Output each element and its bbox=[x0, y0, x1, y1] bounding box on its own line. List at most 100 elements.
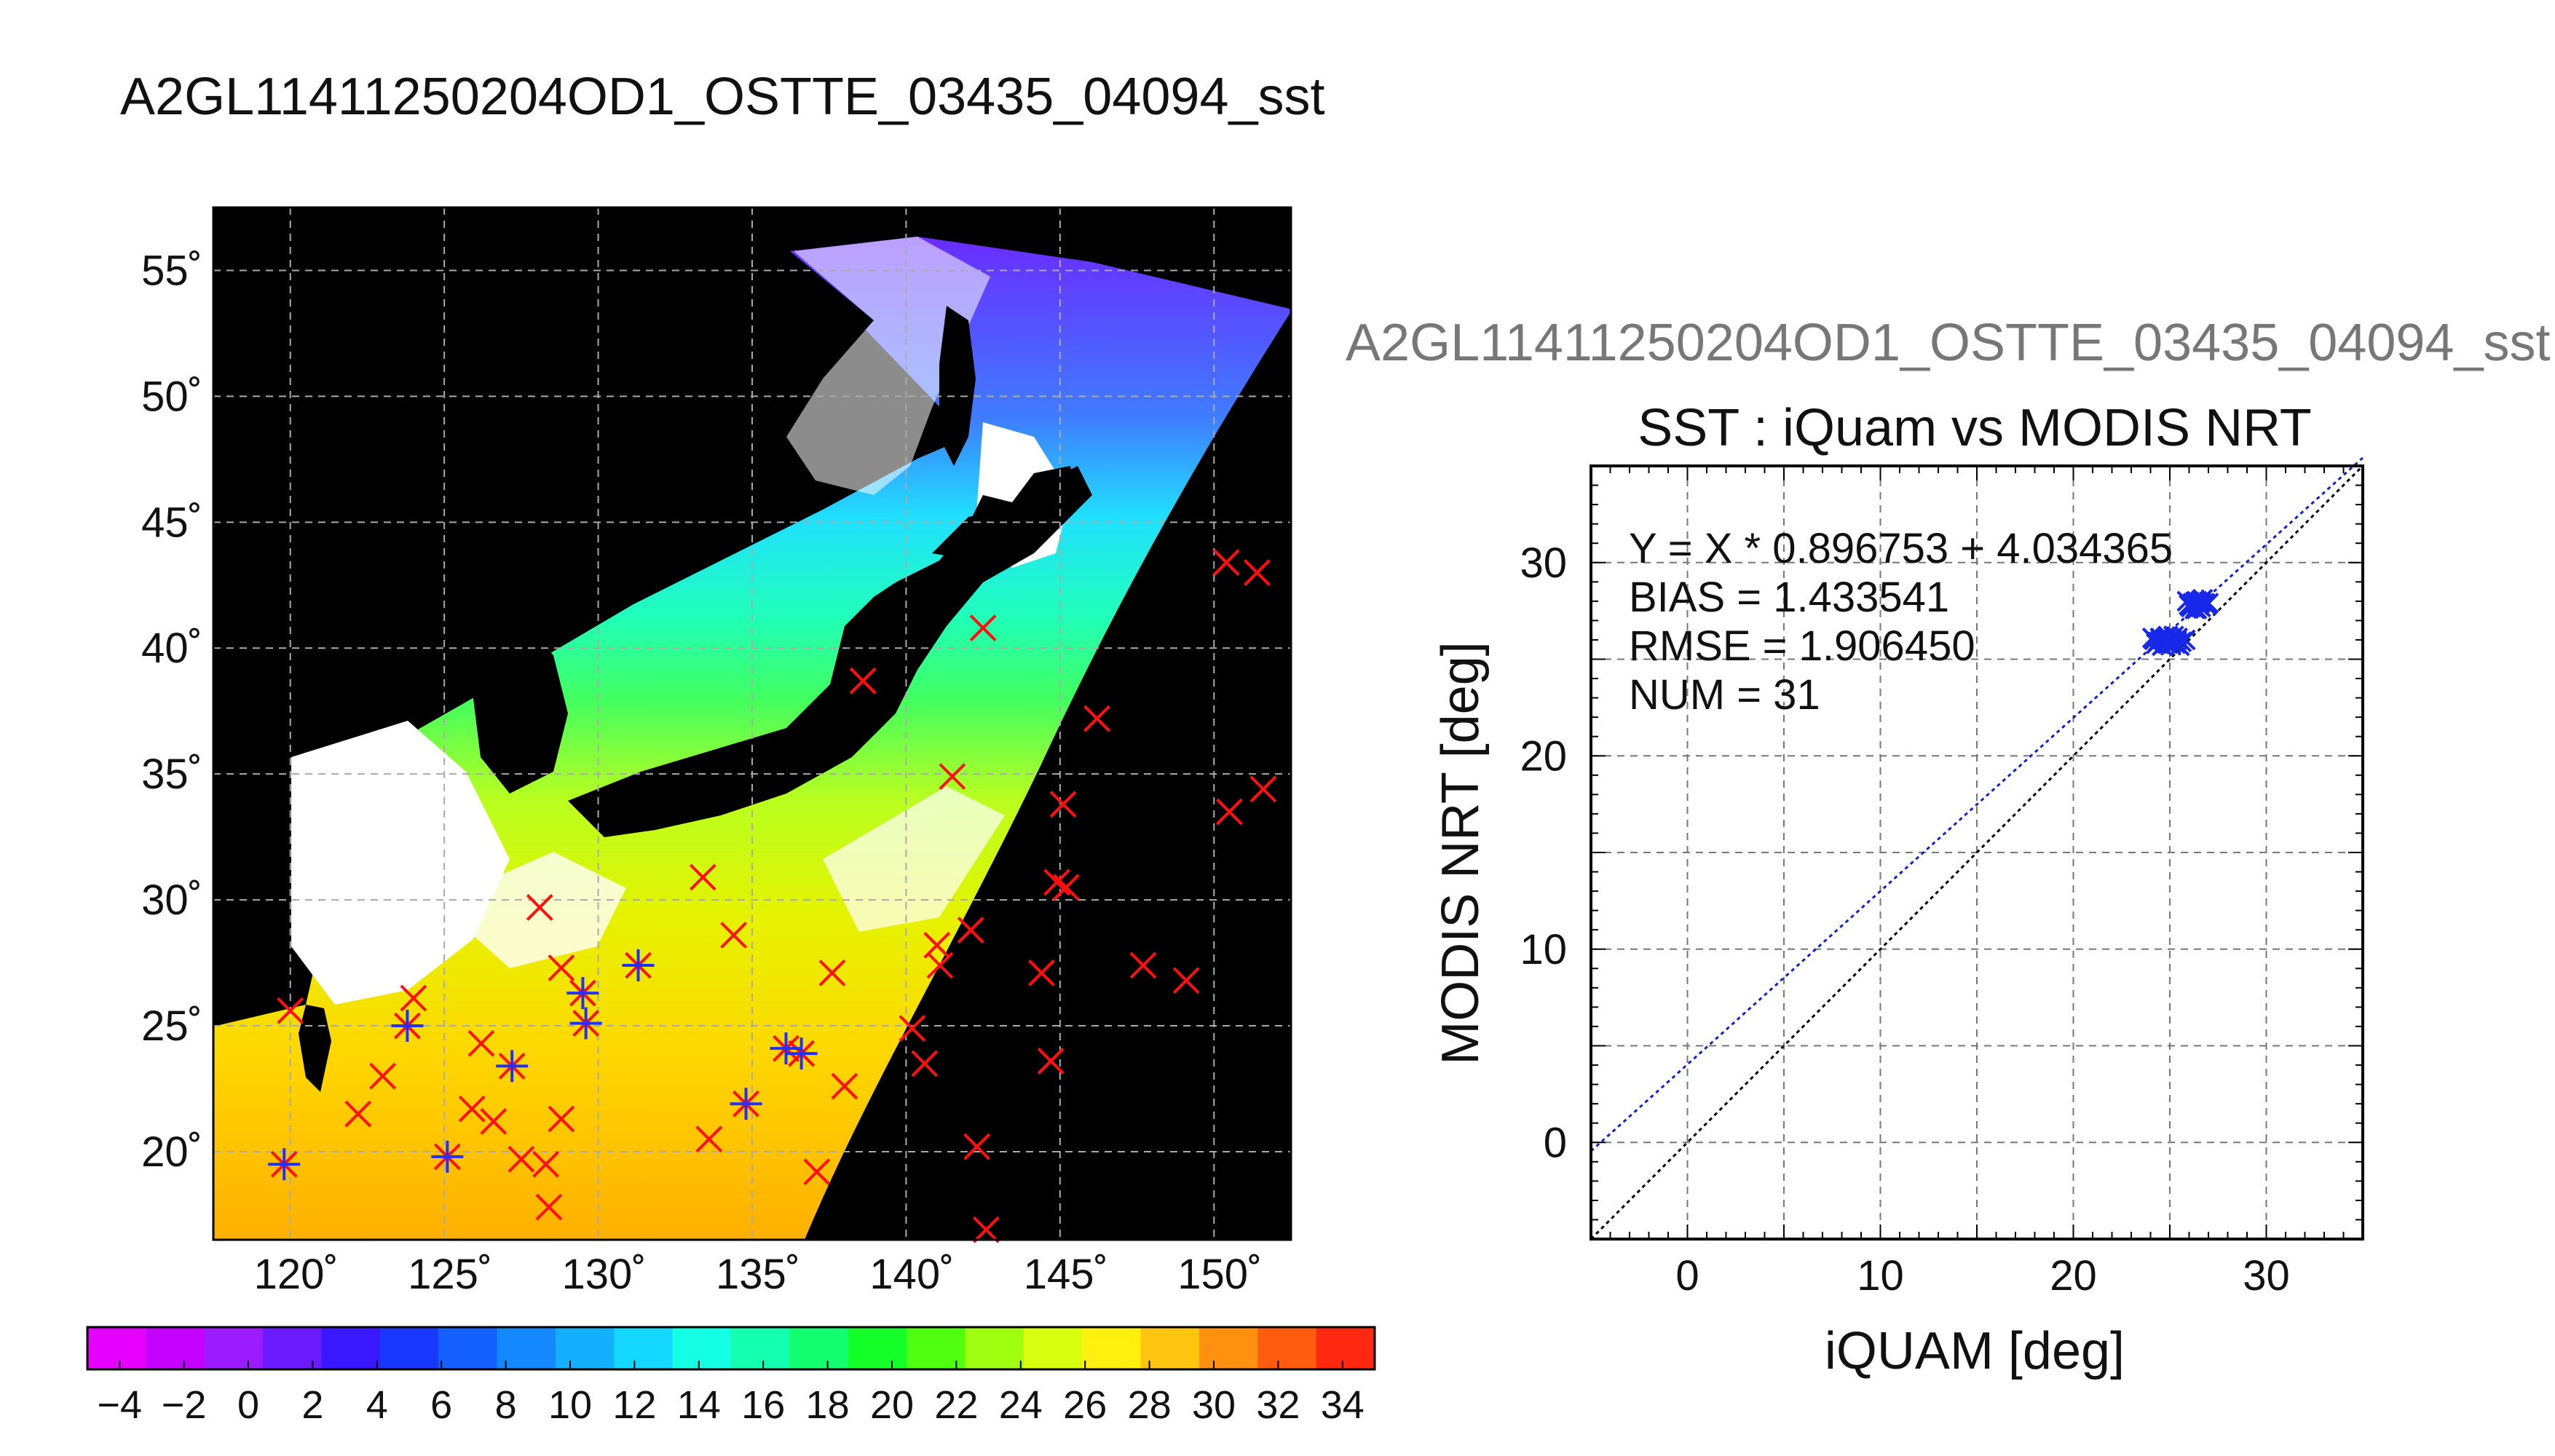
blue-star-marker bbox=[566, 977, 599, 1010]
colorbar-tick-label: 18 bbox=[806, 1383, 850, 1427]
blue-star-marker bbox=[622, 949, 655, 982]
red-x-marker bbox=[969, 614, 997, 641]
scatter-xlabel: iQUAM [deg] bbox=[1825, 1322, 2125, 1380]
map-y-tick-label: 35˚ bbox=[141, 751, 202, 798]
red-x-marker bbox=[1212, 549, 1240, 577]
scatter-stat-line: RMSE = 1.906450 bbox=[1629, 622, 1975, 670]
colorbar-swatch bbox=[87, 1327, 147, 1369]
colorbar-tick-label: 26 bbox=[1063, 1383, 1107, 1427]
map-x-tick-label: 125˚ bbox=[408, 1251, 492, 1298]
red-x-marker bbox=[548, 1105, 575, 1133]
colorbar-tick-label: 0 bbox=[237, 1383, 259, 1427]
colorbar-swatch bbox=[1082, 1327, 1142, 1369]
cloud-mask-south bbox=[437, 852, 626, 968]
map-x-tick-label: 120˚ bbox=[254, 1251, 339, 1298]
map-x-tick-labels: 120˚ 125˚ 130˚ 135˚ 140˚ 145˚ 150˚ bbox=[254, 1251, 1263, 1298]
map-x-tick-label: 150˚ bbox=[1177, 1251, 1262, 1298]
scatter-stat-line: BIAS = 1.433541 bbox=[1629, 574, 1949, 621]
blue-star-marker bbox=[268, 1148, 301, 1181]
land-sakhalin bbox=[939, 306, 976, 466]
red-x-marker bbox=[1028, 959, 1055, 986]
red-x-marker bbox=[911, 1050, 939, 1077]
map-y-tick-label: 50˚ bbox=[141, 373, 202, 420]
colorbar-tick-label: 22 bbox=[934, 1383, 978, 1427]
colorbar-swatch bbox=[848, 1327, 908, 1369]
colorbar-swatch bbox=[1140, 1327, 1200, 1369]
map-y-tick-label: 40˚ bbox=[141, 625, 202, 672]
red-x-marker bbox=[957, 917, 984, 944]
scatter-x-tick-label: 30 bbox=[2243, 1252, 2290, 1299]
land-asia bbox=[213, 207, 874, 946]
red-x-marker bbox=[480, 1108, 508, 1135]
scatter-y-tick-label: 20 bbox=[1520, 732, 1567, 780]
map-y-tick-label: 25˚ bbox=[141, 1002, 202, 1050]
colorbar-tick-label: 12 bbox=[612, 1383, 656, 1427]
red-x-marker bbox=[695, 1125, 723, 1153]
map-y-tick-label: 55˚ bbox=[141, 247, 202, 294]
scatter-point bbox=[2174, 629, 2196, 651]
secondary-title: A2GL11411250204OD1_OSTTE_03435_04094_sst bbox=[1346, 314, 2551, 372]
scatter-x-tick-label: 0 bbox=[1675, 1252, 1699, 1299]
scatter-title: SST : iQuam vs MODIS NRT bbox=[1638, 399, 2312, 457]
red-x-marker bbox=[1037, 1048, 1065, 1075]
red-x-marker bbox=[467, 1029, 495, 1057]
blue-star-marker bbox=[785, 1037, 818, 1070]
map-x-tick-label: 130˚ bbox=[562, 1251, 647, 1298]
colorbar-swatch bbox=[146, 1327, 205, 1369]
red-x-marker bbox=[369, 1062, 396, 1090]
red-x-marker bbox=[689, 863, 716, 891]
red-x-marker bbox=[1043, 869, 1071, 896]
colorbar-frame bbox=[86, 1326, 1376, 1371]
colorbar-swatch bbox=[438, 1327, 498, 1369]
map-y-tick-labels: 20˚ 25˚ 30˚ 35˚ 40˚ 45˚ 50˚ 55˚ bbox=[141, 247, 202, 1175]
map-y-tick-label: 45˚ bbox=[141, 499, 202, 546]
cloud-mask-north bbox=[786, 237, 990, 495]
map-markers bbox=[268, 549, 1277, 1243]
red-x-marker bbox=[1052, 874, 1080, 901]
red-x-marker bbox=[526, 894, 553, 921]
map-y-tick-label: 20˚ bbox=[141, 1128, 202, 1176]
red-x-marker bbox=[1249, 775, 1277, 803]
red-x-marker bbox=[1083, 705, 1111, 732]
colorbar-tick-label: 24 bbox=[999, 1383, 1043, 1427]
blue-star-marker bbox=[730, 1088, 762, 1120]
red-x-marker bbox=[720, 922, 748, 949]
scatter-points bbox=[2141, 588, 2219, 657]
scatter-stat-line: Y = X * 0.896753 + 4.034365 bbox=[1629, 525, 2173, 572]
red-x-marker bbox=[458, 1095, 486, 1123]
red-x-marker bbox=[899, 1015, 926, 1042]
colorbar-tick-label: 8 bbox=[495, 1383, 517, 1427]
red-x-marker bbox=[963, 1133, 991, 1160]
red-x-marker bbox=[818, 959, 846, 986]
main-title: A2GL11411250204OD1_OSTTE_03435_04094_sst bbox=[120, 68, 1325, 126]
no-data-east bbox=[805, 309, 1291, 1240]
colorbar-tick-label: 14 bbox=[677, 1383, 721, 1427]
red-x-marker bbox=[535, 1193, 563, 1221]
scatter-lines bbox=[1590, 456, 2364, 1241]
scatter-stat-line: NUM = 31 bbox=[1629, 671, 1820, 719]
red-x-marker bbox=[972, 1216, 1000, 1243]
blue-star-marker bbox=[431, 1140, 464, 1173]
scatter-x-tick-labels: 0 10 20 30 bbox=[1675, 1252, 2289, 1299]
scatter-x-tick-label: 10 bbox=[1857, 1252, 1904, 1299]
colorbar-tick-label: 2 bbox=[301, 1383, 323, 1427]
colorbar-tick-label: 34 bbox=[1321, 1383, 1365, 1427]
colorbar-tick-label: 30 bbox=[1192, 1383, 1236, 1427]
colorbar-swatch bbox=[789, 1327, 849, 1369]
red-x-marker bbox=[926, 951, 954, 979]
map-y-tick-label: 30˚ bbox=[141, 877, 202, 924]
red-x-marker bbox=[1129, 951, 1157, 979]
scatter-x-tick-label: 20 bbox=[2050, 1252, 2097, 1299]
colorbar-tick-label: 20 bbox=[870, 1383, 914, 1427]
blue-star-marker bbox=[569, 1007, 602, 1040]
red-x-marker bbox=[1216, 798, 1243, 826]
colorbar-tick-label: −2 bbox=[162, 1383, 207, 1427]
blue-star-marker bbox=[391, 1010, 424, 1042]
scatter-frame bbox=[1590, 464, 2364, 1241]
red-x-marker bbox=[548, 954, 575, 981]
scatter-y-tick-label: 30 bbox=[1520, 539, 1567, 587]
colorbar-tick-label: 4 bbox=[366, 1383, 388, 1427]
